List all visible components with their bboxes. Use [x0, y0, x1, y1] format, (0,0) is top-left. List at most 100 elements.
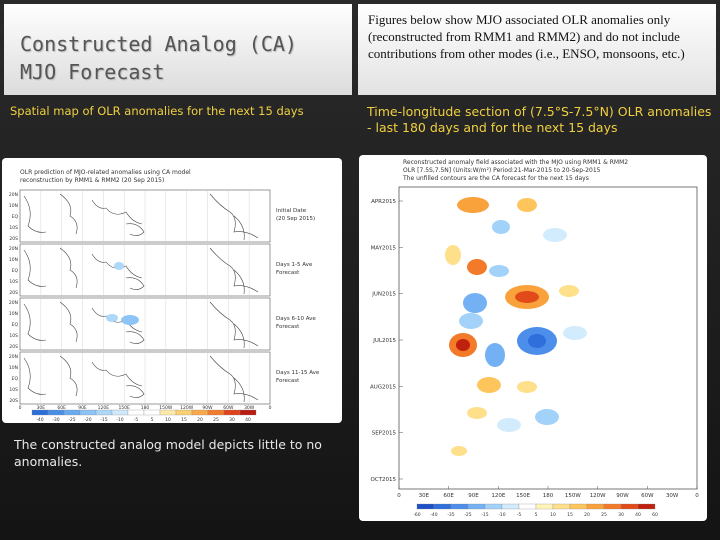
colorbar-label: 20	[197, 417, 203, 423]
lon-label: 180	[141, 405, 150, 411]
coastline	[23, 195, 47, 233]
lon-label: 60E	[57, 405, 66, 411]
colorbar-label: 30	[618, 512, 624, 518]
anomaly-positive	[517, 381, 537, 393]
colorbar-label: 10	[165, 417, 171, 423]
colorbar-swatch	[501, 503, 520, 510]
colorbar-label: -25	[464, 512, 471, 518]
lat-label: 10S	[9, 279, 18, 285]
lat-label: EQ	[12, 376, 19, 382]
lat-label: EQ	[12, 214, 19, 220]
note-text: The constructed analog model depicts lit…	[14, 437, 322, 469]
y-tick-label: JUL2015	[372, 338, 396, 344]
x-tick-label: 90W	[616, 493, 629, 499]
anomaly-negative	[114, 262, 124, 270]
colorbar-label: 15	[181, 417, 187, 423]
coastline	[209, 355, 259, 401]
slide-title: Constructed Analog (CA) MJO Forecast	[20, 30, 340, 86]
lat-label: 20S	[9, 236, 18, 242]
coastline	[209, 247, 259, 293]
map-panel: 20N 10N EQ 10S 20S Days 11-15 Ave Forecast	[9, 351, 320, 405]
x-tick-label: 0	[397, 493, 401, 499]
coastline	[233, 377, 245, 403]
lon-label: 120E	[98, 405, 110, 411]
y-tick-label: SEP2015	[372, 431, 397, 437]
hovmoller-colorbar: -60 -40 -35 -25 -15 -10 -5 5 10 15 20 25 30 40 60	[413, 503, 658, 518]
anomaly-negative	[563, 326, 587, 340]
right-subtitle: Time-longitude section of (7.5°S-7.5°N) …	[367, 104, 712, 135]
colorbar-label: -10	[116, 417, 123, 423]
colorbar-swatch	[127, 409, 145, 416]
lon-label: 30E	[37, 405, 46, 411]
lat-label: 20N	[9, 300, 18, 306]
colorbar-swatch	[586, 503, 605, 510]
anomaly-positive	[467, 407, 487, 419]
colorbar-swatch	[620, 503, 639, 510]
colorbar-swatch	[637, 503, 656, 510]
coastline	[91, 307, 143, 333]
coastline	[59, 355, 78, 397]
colorbar-label: 10	[550, 512, 556, 518]
lat-label: EQ	[12, 268, 19, 274]
anomaly-negative	[528, 334, 546, 348]
lon-label: 60W	[223, 405, 234, 411]
anomaly-negative	[485, 343, 505, 367]
panel-label-line1: Initial Date	[276, 208, 307, 214]
lat-label: 10N	[9, 365, 18, 371]
colorbar-label: 40	[245, 417, 251, 423]
coastline	[233, 215, 245, 241]
x-tick-label: 60E	[443, 493, 454, 499]
lon-label: 0	[19, 405, 22, 411]
colorbar-swatch	[143, 409, 161, 416]
coastline	[125, 385, 145, 398]
title-line1: Constructed Analog (CA)	[20, 32, 297, 56]
panel-label-line1: Days 1-5 Ave	[276, 262, 313, 268]
coastline	[125, 223, 145, 236]
anomaly-positive	[515, 291, 539, 303]
coastline	[59, 193, 78, 235]
anomaly-positive	[456, 339, 470, 351]
right-fig-header-1: Reconstructed anomaly field associated w…	[403, 159, 628, 166]
lat-label: 10S	[9, 387, 18, 393]
anomaly-negative	[121, 315, 139, 325]
anomaly-positive	[559, 285, 579, 297]
spatial-map-figure: OLR prediction of MJO-related anomalies …	[2, 158, 342, 423]
colorbar-swatch	[535, 503, 554, 510]
colorbar-label: -5	[517, 512, 522, 518]
spatial-map-svg: OLR prediction of MJO-related anomalies …	[9, 169, 320, 423]
colorbar-label: 60	[652, 512, 658, 518]
colorbar-label: -30	[52, 417, 59, 423]
x-tick-label: 120E	[491, 493, 505, 499]
colorbar-swatch	[223, 409, 241, 416]
anomaly-positive	[477, 377, 501, 393]
coastline	[59, 247, 78, 289]
left-colorbar: -40 -30 -25 -20 -15 -10 -5 5 10 15 20 25 30 40	[31, 409, 257, 423]
colorbar-swatch	[159, 409, 177, 416]
description-text: Figures below show MJO associated OLR an…	[368, 12, 685, 61]
y-tick-label: JUN2015	[371, 292, 396, 298]
colorbar-swatch	[569, 503, 588, 510]
title-box	[4, 4, 352, 95]
lat-label: 10N	[9, 203, 18, 209]
panel-label-line2: Forecast	[276, 324, 300, 330]
colorbar-swatch	[239, 409, 257, 416]
lat-label: 10N	[9, 257, 18, 263]
anomaly-positive	[517, 198, 537, 212]
colorbar-label: -5	[134, 417, 139, 423]
left-subtitle: Spatial map of OLR anomalies for the nex…	[10, 104, 304, 118]
coastline	[59, 301, 78, 343]
colorbar-swatch	[95, 409, 113, 416]
panel-label-line2: Forecast	[276, 270, 300, 276]
colorbar-label: 15	[567, 512, 573, 518]
colorbar-swatch	[484, 503, 503, 510]
anomaly-negative	[463, 293, 487, 313]
panel-label-line1: Days 6-10 Ave	[276, 316, 316, 322]
lat-label: 10N	[9, 311, 18, 317]
colorbar-swatch	[207, 409, 225, 416]
y-tick-label: MAY2015	[371, 245, 397, 251]
coastline	[233, 323, 245, 349]
colorbar-swatch	[433, 503, 452, 510]
x-tick-label: 30W	[666, 493, 679, 499]
colorbar-swatch	[467, 503, 486, 510]
